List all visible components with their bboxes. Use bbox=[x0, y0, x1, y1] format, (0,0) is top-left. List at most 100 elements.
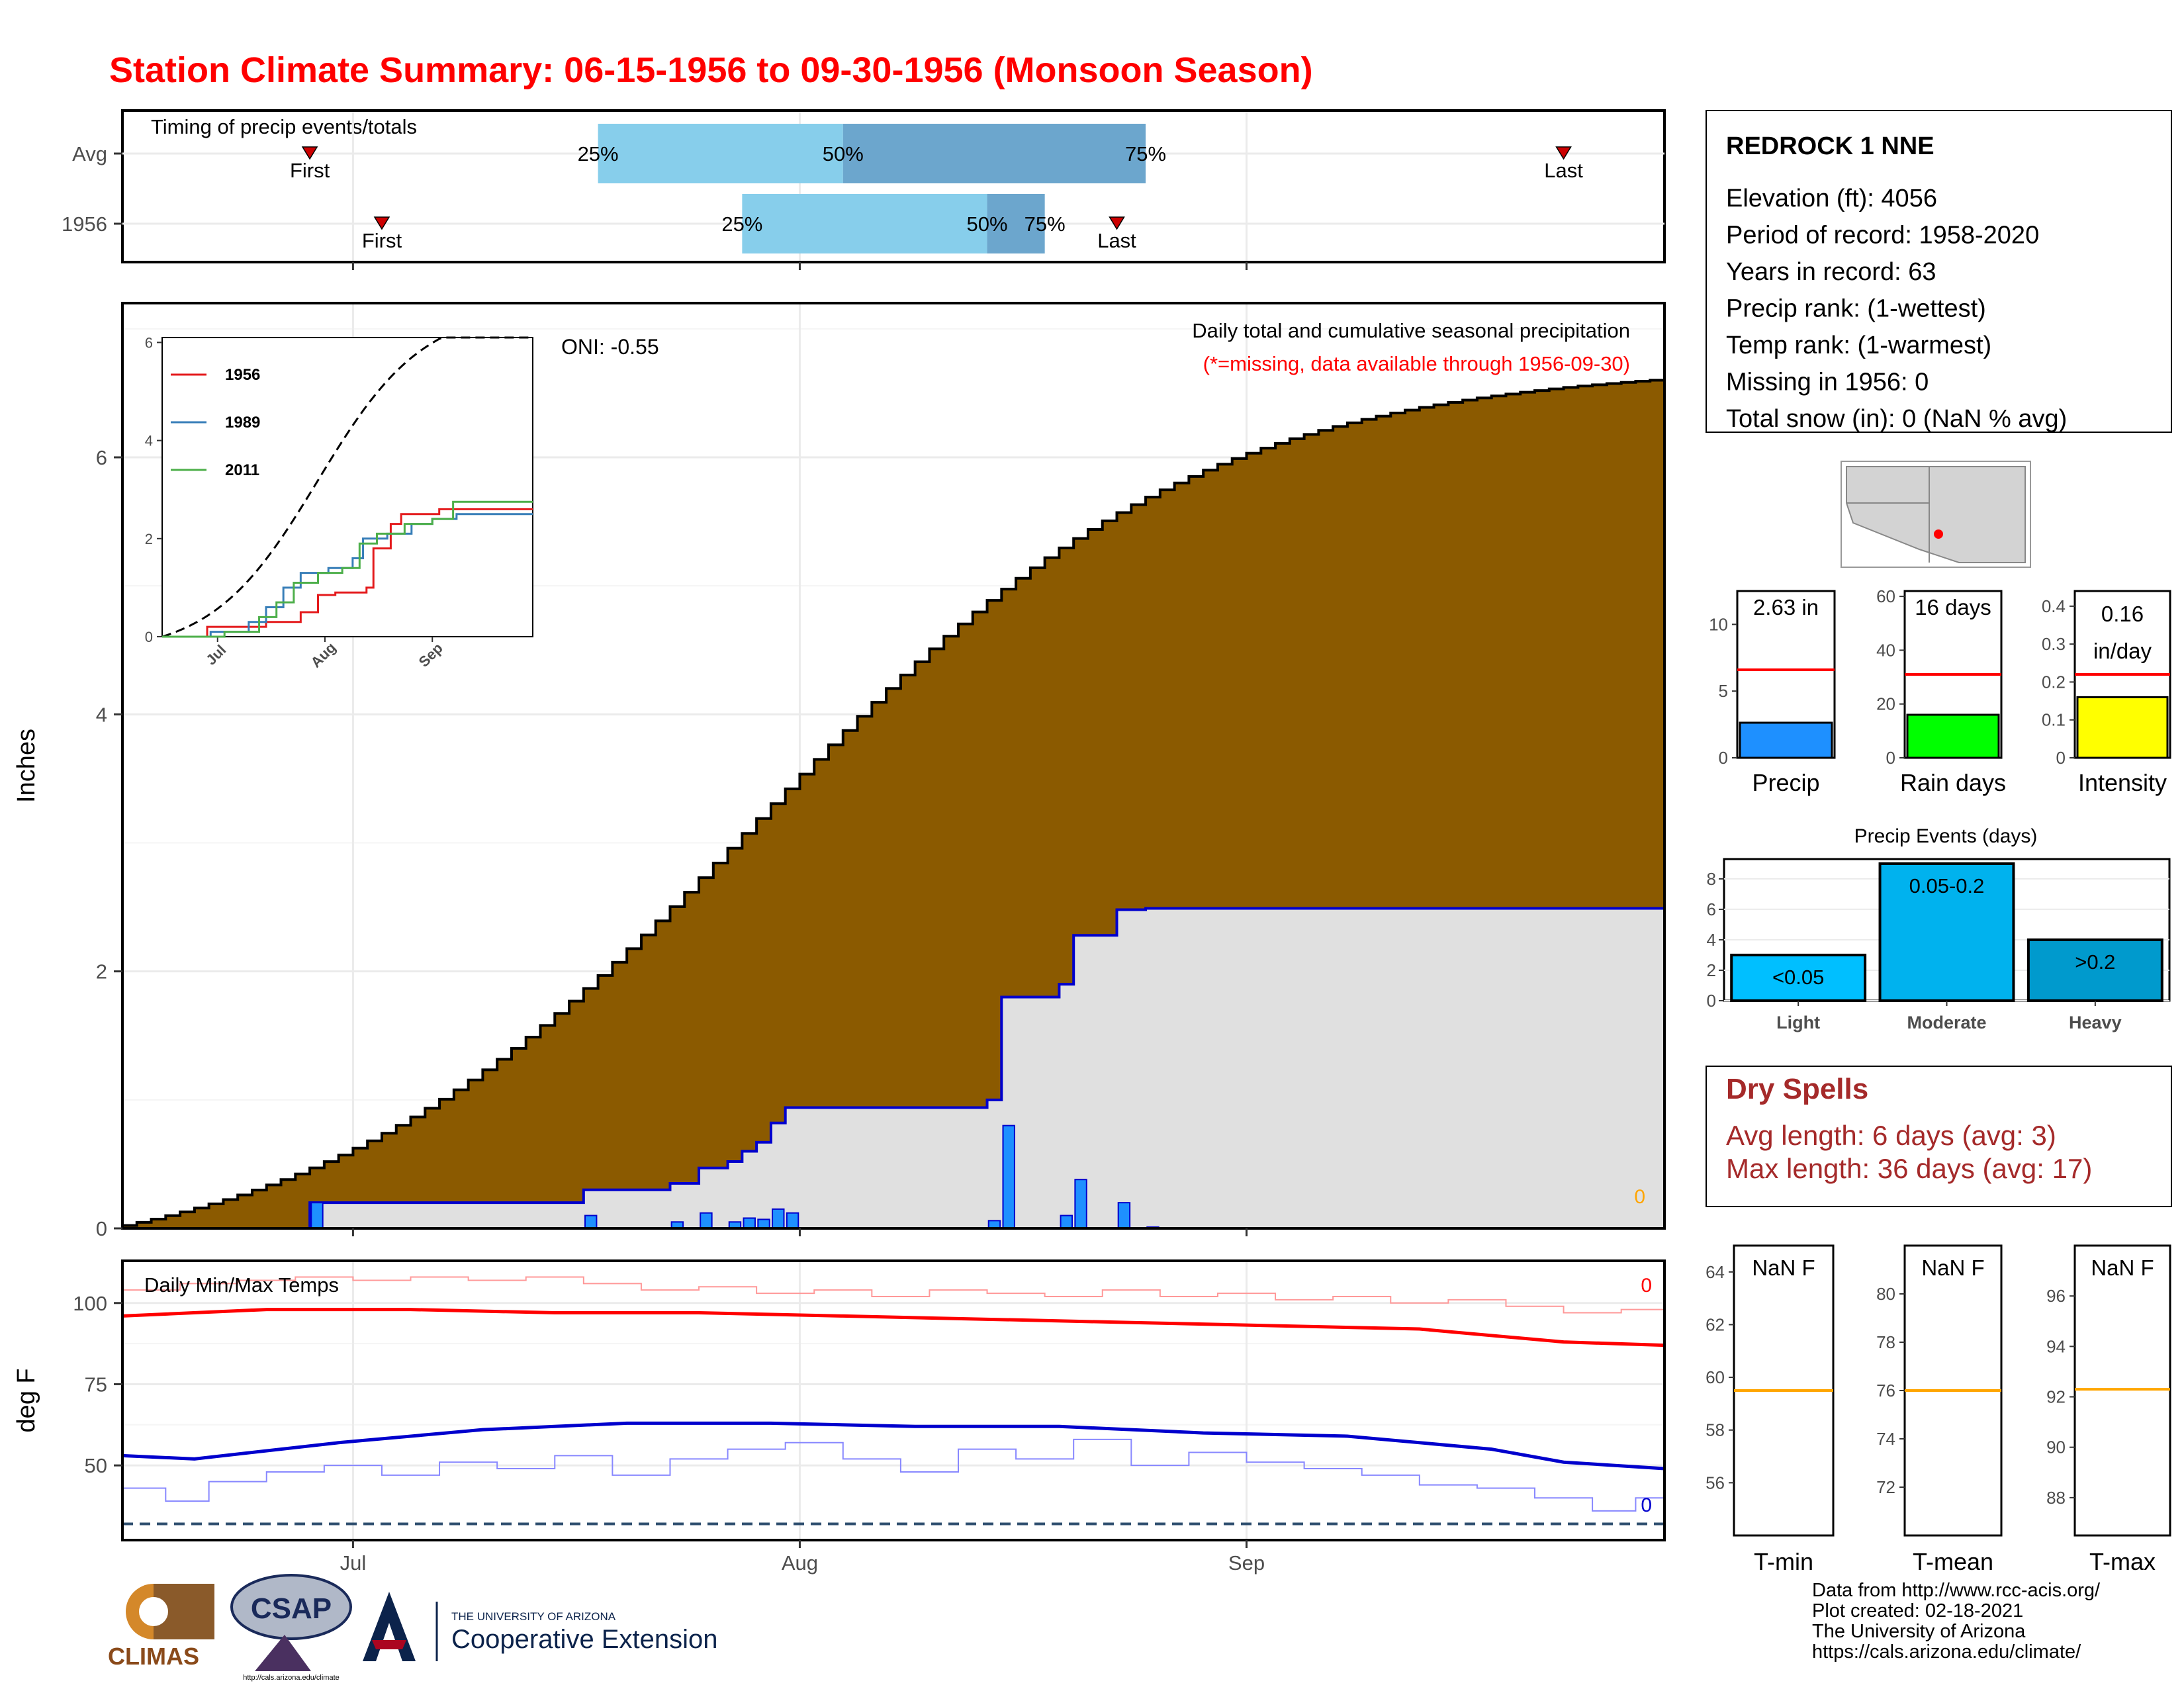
inset-ytick-label: 0 bbox=[145, 629, 153, 645]
daily-tmax-line bbox=[122, 1276, 1665, 1314]
stat-box-value-label: 16 days bbox=[1915, 595, 1991, 619]
avg-tmax-line bbox=[122, 1308, 1665, 1348]
inset-ytick-label: 2 bbox=[145, 531, 153, 547]
station-info-line: Precip rank: (1-wettest) bbox=[1726, 295, 1986, 323]
oni-value: ONI: -0.55 bbox=[561, 335, 659, 359]
temp-boxes: 56 58 60 62 64 NaN F T-min 72 74 76 78 80 NaN F T-mea… bbox=[1706, 1244, 2171, 1575]
stat-box-ytick-label: 60 bbox=[1876, 586, 1895, 606]
dry-spells-box: Dry Spells Avg length: 6 days (avg: 3) M… bbox=[1706, 1066, 2172, 1207]
main-plot-frame bbox=[121, 302, 1666, 1230]
station-info-line: Elevation (ft): 4056 bbox=[1726, 185, 1937, 212]
events-xtick-label: Light bbox=[1776, 1013, 1820, 1032]
temps-ytick-label: 50 bbox=[85, 1454, 107, 1477]
temp-box-name: T-mean bbox=[1913, 1548, 1993, 1575]
events-bar bbox=[2026, 938, 2163, 1003]
ua-small-text: THE UNIVERSITY OF ARIZONA bbox=[451, 1610, 616, 1623]
main-precip-panel: 0 2 4 6 Inches Daily total and cumulative s… bbox=[13, 302, 1666, 1240]
stat-box-ytick-label: 0 bbox=[1719, 748, 1728, 768]
timing-last-marker bbox=[1555, 146, 1572, 160]
month-label: Jul bbox=[340, 1551, 367, 1575]
main-ytick-label: 4 bbox=[96, 703, 107, 726]
events-title: Precip Events (days) bbox=[1854, 825, 2038, 847]
stat-box-value-label: 2.63 in bbox=[1753, 595, 1819, 619]
timing-p25-label: 25% bbox=[721, 212, 762, 236]
climas-wordmark: CLIMAS bbox=[108, 1643, 199, 1670]
stat-box-ytick-label: 20 bbox=[1876, 694, 1895, 714]
inset-ytick-label: 6 bbox=[145, 334, 153, 351]
obs-cumulative-line bbox=[122, 907, 1664, 1230]
timing-last-marker bbox=[1109, 216, 1125, 230]
daily-precip-bar bbox=[700, 1212, 713, 1229]
temp-box-value-label: NaN F bbox=[1752, 1256, 1815, 1280]
temp-box-ytick-label: 58 bbox=[1706, 1420, 1725, 1440]
daily-precip-bar bbox=[786, 1212, 799, 1229]
avg-tmin-line bbox=[122, 1421, 1665, 1471]
timing-p50-label: 50% bbox=[823, 142, 864, 165]
daily-precip-bar bbox=[1060, 1214, 1073, 1230]
temp-box-ytick-label: 74 bbox=[1876, 1429, 1895, 1449]
stat-box-ytick-label: 0 bbox=[2056, 748, 2066, 768]
temps-plot-bg bbox=[122, 1261, 1664, 1540]
month-label: Aug bbox=[782, 1551, 818, 1575]
temp-box-ytick-label: 62 bbox=[1706, 1314, 1725, 1334]
timing-p75-label: 75% bbox=[1024, 212, 1066, 236]
stat-box-ytick-label: 0.2 bbox=[2042, 672, 2066, 692]
avg-cumulative-line bbox=[121, 379, 1664, 1228]
inset-frame bbox=[161, 337, 533, 637]
events-bar-label: <0.05 bbox=[1772, 966, 1824, 989]
daily-precip-bar bbox=[772, 1208, 785, 1229]
csap-mountain-shape bbox=[255, 1635, 311, 1671]
main-ytick-label: 2 bbox=[96, 960, 107, 983]
tmin-missing-count: 0 bbox=[1641, 1494, 1652, 1516]
inset-avg-line bbox=[161, 336, 533, 638]
temp-box-ytick-label: 56 bbox=[1706, 1473, 1725, 1492]
events-bar-label: 0.05-0.2 bbox=[1909, 874, 1985, 897]
dry-spells-avg: Avg length: 6 days (avg: 3) bbox=[1726, 1120, 2056, 1151]
temps-label: Daily Min/Max Temps bbox=[144, 1273, 339, 1297]
climas-center-shape bbox=[139, 1597, 168, 1626]
stat-box-value-label: 0.16 bbox=[2101, 602, 2144, 626]
climas-logo: CLIMAS bbox=[108, 1584, 214, 1670]
events-xtick-label: Moderate bbox=[1907, 1013, 1986, 1032]
temperature-panel: 50 75 100 Jul Aug Sep deg F Daily Min/Max Tem… bbox=[13, 1259, 1666, 1575]
temp-box-ytick-label: 72 bbox=[1876, 1477, 1895, 1497]
daily-precip-bar bbox=[1002, 1124, 1015, 1229]
ua-letter-a-bar-shape bbox=[372, 1640, 406, 1649]
stat-box-ytick-label: 0.1 bbox=[2042, 710, 2066, 730]
events-ytick-label: 2 bbox=[1707, 960, 1716, 980]
events-xtick-label: Heavy bbox=[2069, 1013, 2122, 1032]
inset-legend-label: 1989 bbox=[225, 414, 260, 432]
stat-box-ytick-label: 0.3 bbox=[2042, 634, 2066, 654]
timing-row-label: 1956 bbox=[62, 212, 107, 236]
temp-box-name: T-max bbox=[2089, 1548, 2156, 1575]
temp-box-ytick-label: 88 bbox=[2046, 1488, 2066, 1508]
location-map bbox=[1841, 461, 2031, 568]
timing-bar-q1 bbox=[742, 194, 987, 253]
timing-p75-label: 75% bbox=[1125, 142, 1166, 165]
temp-box-ytick-label: 78 bbox=[1876, 1332, 1895, 1352]
main-ytick-label: 0 bbox=[96, 1217, 107, 1240]
timing-row-label: Avg bbox=[72, 142, 107, 165]
stat-box-value-bar bbox=[1739, 721, 1833, 759]
csap-cloud-shape bbox=[230, 1574, 352, 1640]
inset-legend-label: 1956 bbox=[225, 366, 260, 384]
timing-last-label: Last bbox=[1544, 159, 1583, 182]
stat-box-value-bar bbox=[1906, 713, 2000, 759]
stat-box-ytick-label: 0.4 bbox=[2042, 596, 2066, 616]
timing-first-label: First bbox=[290, 159, 330, 182]
timing-label: Timing of precip events/totals bbox=[151, 115, 417, 138]
events-ytick-label: 0 bbox=[1707, 991, 1716, 1011]
station-info-line: Temp rank: (1-warmest) bbox=[1726, 332, 1991, 359]
inset-legend-label: 2011 bbox=[225, 461, 259, 479]
daily-tmin-line bbox=[122, 1438, 1665, 1512]
daily-precip-bar bbox=[584, 1214, 598, 1230]
stat-boxes: 0 5 10 2.63 in Precip 0 20 40 60 16 days Rain days… bbox=[1709, 586, 2171, 796]
obs-cumulative-area bbox=[122, 908, 1664, 1228]
main-annotation-missing: (*=missing, data available through 1956-… bbox=[1203, 352, 1630, 375]
stat-box-ytick-label: 5 bbox=[1719, 681, 1728, 701]
daily-precip-bar bbox=[1117, 1202, 1131, 1229]
temp-box-ytick-label: 92 bbox=[2046, 1387, 2066, 1407]
temps-plot-frame bbox=[121, 1259, 1666, 1541]
